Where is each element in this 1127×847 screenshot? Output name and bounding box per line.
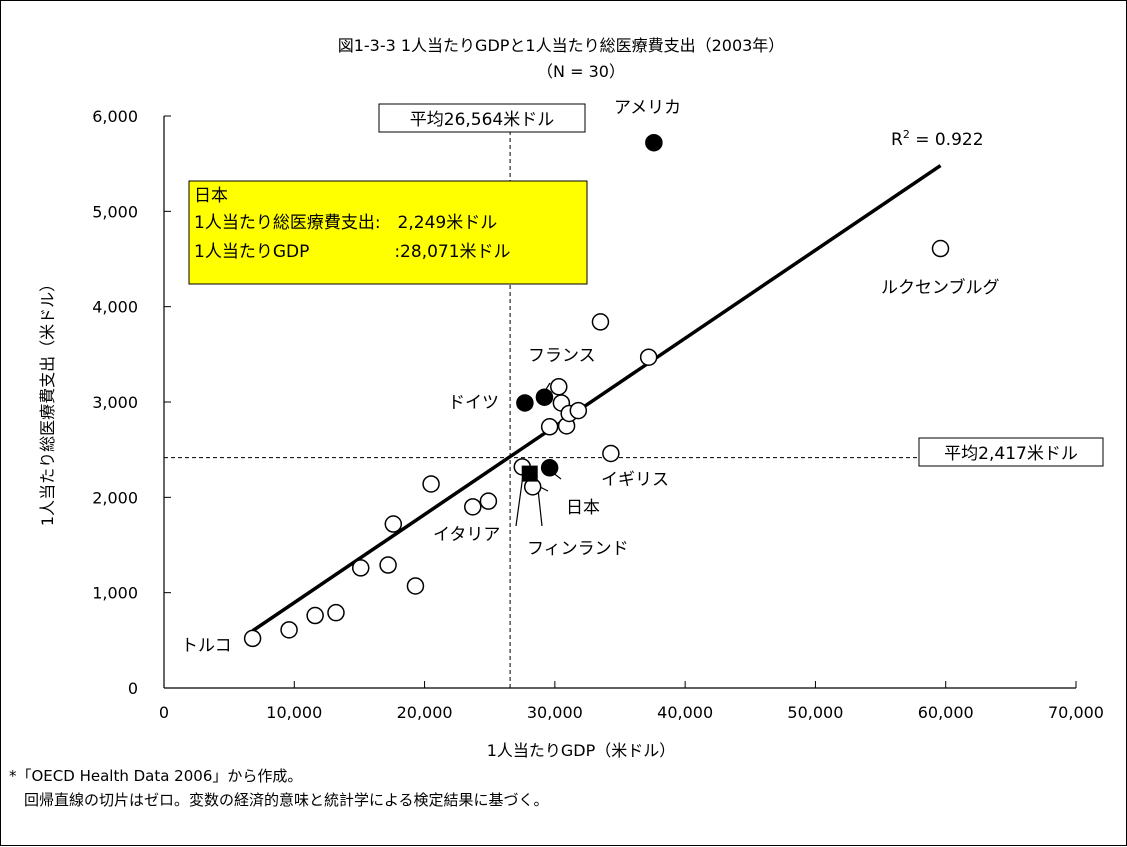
data-point — [639, 348, 658, 366]
country-label: フランス — [528, 346, 596, 366]
japan-box-title: 日本 — [194, 186, 228, 206]
data-point-japan — [521, 465, 538, 482]
country-label: イタリア — [433, 525, 500, 545]
mean-y-label: 平均2,417米ドル — [944, 444, 1078, 464]
country-label: 日本 — [566, 498, 600, 518]
regression-line — [251, 164, 942, 633]
method-note: 回帰直線の切片はゼロ。変数の経済的意味と統計学による検定結果に基づく。 — [9, 791, 549, 809]
data-point — [384, 515, 403, 533]
data-point — [479, 492, 498, 510]
data-point — [422, 475, 440, 493]
y-tick-label: 2,000 — [92, 488, 138, 507]
data-point — [464, 498, 482, 516]
x-tick-label: 50,000 — [787, 703, 843, 722]
data-point — [306, 606, 324, 625]
x-tick-label: 0 — [159, 703, 169, 722]
data-point — [591, 313, 610, 331]
data-point — [569, 401, 588, 420]
data-point — [406, 577, 425, 595]
chart-subtitle: （N = 30） — [537, 62, 625, 81]
source-note: *「OECD Health Data 2006」から作成。 — [9, 767, 303, 785]
data-point — [351, 559, 370, 577]
data-point-highlight — [516, 394, 534, 412]
data-point-highlight — [645, 133, 663, 152]
data-point — [327, 603, 345, 622]
mean-x-box — [378, 103, 586, 133]
data-point — [280, 621, 298, 639]
country-label: ルクセンブルグ — [881, 277, 1000, 298]
data-point — [540, 418, 559, 436]
country-label: フィンランド — [527, 539, 629, 559]
x-tick-label: 20,000 — [397, 703, 453, 722]
mean-x-label: 平均26,564米ドル — [410, 110, 554, 130]
x-axis-label: 1人当たりGDP（米ドル） — [487, 741, 676, 760]
y-tick-label: 6,000 — [92, 107, 138, 126]
chart-title: 図1-3-3 1人当たりGDPと1人当たり総医療費支出（2003年） — [338, 36, 785, 55]
r-squared-label: R2 = 0.922 — [891, 128, 984, 150]
japan-info-box — [188, 180, 588, 285]
data-point — [602, 444, 620, 463]
y-tick-label: 3,000 — [92, 393, 138, 412]
y-tick-label: 0 — [128, 679, 138, 698]
x-tick-label: 10,000 — [266, 703, 322, 722]
y-tick-label: 4,000 — [92, 298, 138, 317]
y-axis-label: 1人当たり総医療費支出（米ドル） — [38, 276, 57, 526]
data-point — [550, 377, 568, 396]
data-point-highlight — [540, 459, 559, 477]
y-tick-label: 5,000 — [92, 202, 138, 221]
mean-y-box — [918, 437, 1104, 467]
data-point — [379, 556, 397, 574]
data-point-highlight — [535, 388, 554, 406]
data-point — [243, 629, 262, 648]
country-label: トルコ — [181, 636, 232, 656]
x-tick-label: 70,000 — [1048, 703, 1104, 722]
data-point — [931, 239, 950, 258]
japan-box-health-spending: 1人当たり総医療費支出: 2,249米ドル — [194, 213, 497, 233]
y-tick-label: 1,000 — [92, 584, 138, 603]
country-label: ドイツ — [448, 393, 499, 413]
japan-box-gdp: 1人当たりGDP :28,071米ドル — [194, 242, 511, 262]
x-tick-label: 30,000 — [527, 703, 583, 722]
x-tick-label: 60,000 — [918, 703, 974, 722]
country-label: アメリカ — [614, 98, 681, 118]
x-tick-label: 40,000 — [657, 703, 713, 722]
country-label: イギリス — [601, 470, 669, 490]
